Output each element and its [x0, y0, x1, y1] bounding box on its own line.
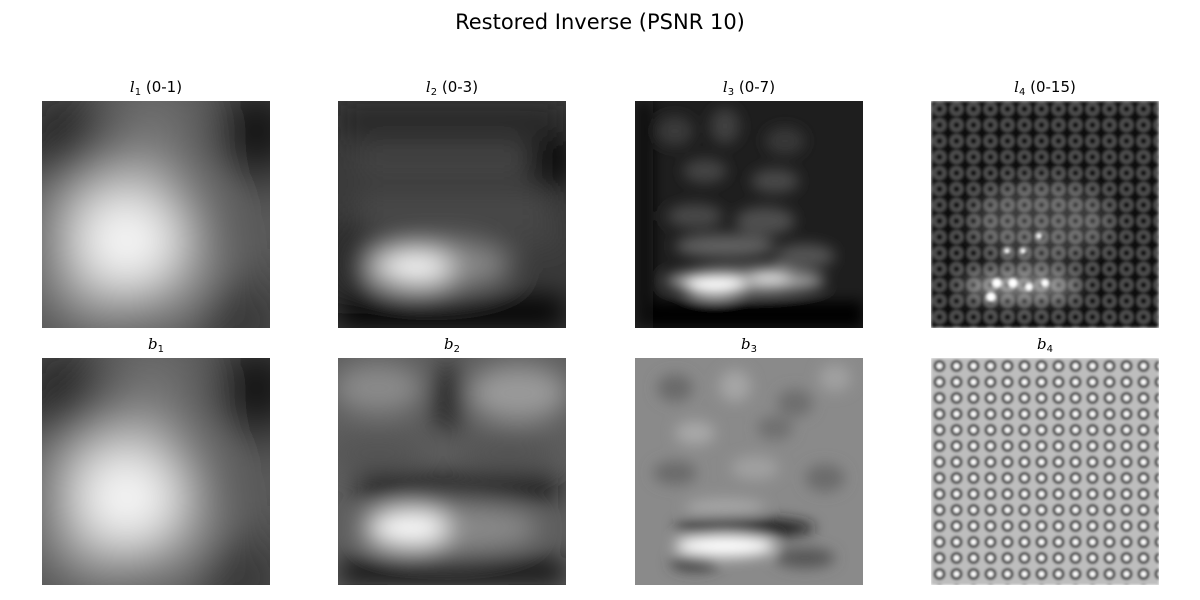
panel-title: l1 (0-1) — [42, 78, 270, 102]
panel-symbol: l — [425, 78, 431, 96]
panel-suffix: (0-1) — [141, 78, 183, 96]
panel-symbol: l — [129, 78, 135, 96]
panel-title: b1 — [42, 335, 270, 359]
panel-index: 1 — [134, 87, 142, 98]
panel-title: l4 (0-15) — [931, 78, 1159, 102]
panel-title: b3 — [635, 335, 863, 359]
image-l2 — [338, 101, 566, 328]
panel-symbol: l — [722, 78, 728, 96]
image-b2 — [338, 358, 566, 585]
panel-index: 4 — [1018, 87, 1026, 98]
panel-index: 4 — [1046, 344, 1053, 355]
panel-suffix: (0-3) — [437, 78, 479, 96]
panel-index: 1 — [157, 344, 164, 355]
panel-symbol: b — [148, 335, 158, 353]
panel-title: l2 (0-3) — [338, 78, 566, 102]
image-l3 — [635, 101, 863, 328]
panel-index: 2 — [453, 344, 460, 355]
panel-index: 3 — [750, 344, 757, 355]
panel-symbol: b — [741, 335, 751, 353]
figure-title: Restored Inverse (PSNR 10) — [455, 10, 745, 34]
image-l1 — [42, 101, 270, 328]
panel-title: b4 — [931, 335, 1159, 359]
panel-suffix: (0-15) — [1025, 78, 1076, 96]
panel-symbol: b — [1037, 335, 1047, 353]
image-l4 — [931, 101, 1159, 328]
panel-index: 2 — [430, 87, 438, 98]
image-b1 — [42, 358, 270, 585]
panel-suffix: (0-7) — [734, 78, 776, 96]
image-b4 — [931, 358, 1159, 585]
panel-index: 3 — [727, 87, 735, 98]
panel-symbol: l — [1014, 78, 1019, 96]
panel-title: b2 — [338, 335, 566, 359]
image-b3 — [635, 358, 863, 585]
panel-title: l3 (0-7) — [635, 78, 863, 102]
panel-symbol: b — [444, 335, 454, 353]
